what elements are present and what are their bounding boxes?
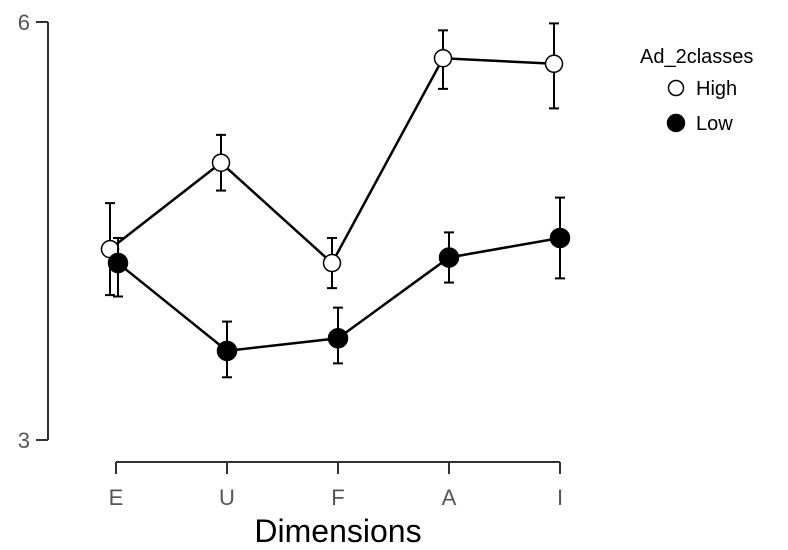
y-tick-label: 6 (18, 10, 30, 35)
data-point (322, 253, 342, 273)
legend-marker (666, 113, 686, 133)
legend-label: Low (696, 113, 733, 135)
y-tick-label: 3 (18, 428, 30, 453)
series-line (109, 56, 555, 266)
x-tick-label: F (331, 485, 344, 510)
y-axis: 36 (18, 10, 49, 453)
legend-marker (667, 79, 685, 97)
data-point (216, 340, 238, 362)
x-tick-label: U (219, 485, 235, 510)
data-point (544, 54, 564, 74)
series-high (100, 22, 564, 297)
data-point (549, 227, 571, 249)
x-tick-label: I (557, 485, 563, 510)
data-point (433, 48, 453, 68)
x-tick-label: A (442, 485, 457, 510)
data-point (327, 328, 349, 349)
data-point (438, 247, 460, 268)
legend: Ad_2classes High Low (640, 46, 753, 135)
legend-label: High (696, 78, 737, 100)
series-low (107, 196, 571, 379)
data-point (211, 153, 231, 172)
legend-title: Ad_2classes (640, 46, 753, 68)
x-axis-title: Dimensions (254, 513, 421, 549)
series-layer (100, 22, 571, 379)
x-tick-label: E (109, 485, 124, 510)
data-point (107, 252, 129, 274)
